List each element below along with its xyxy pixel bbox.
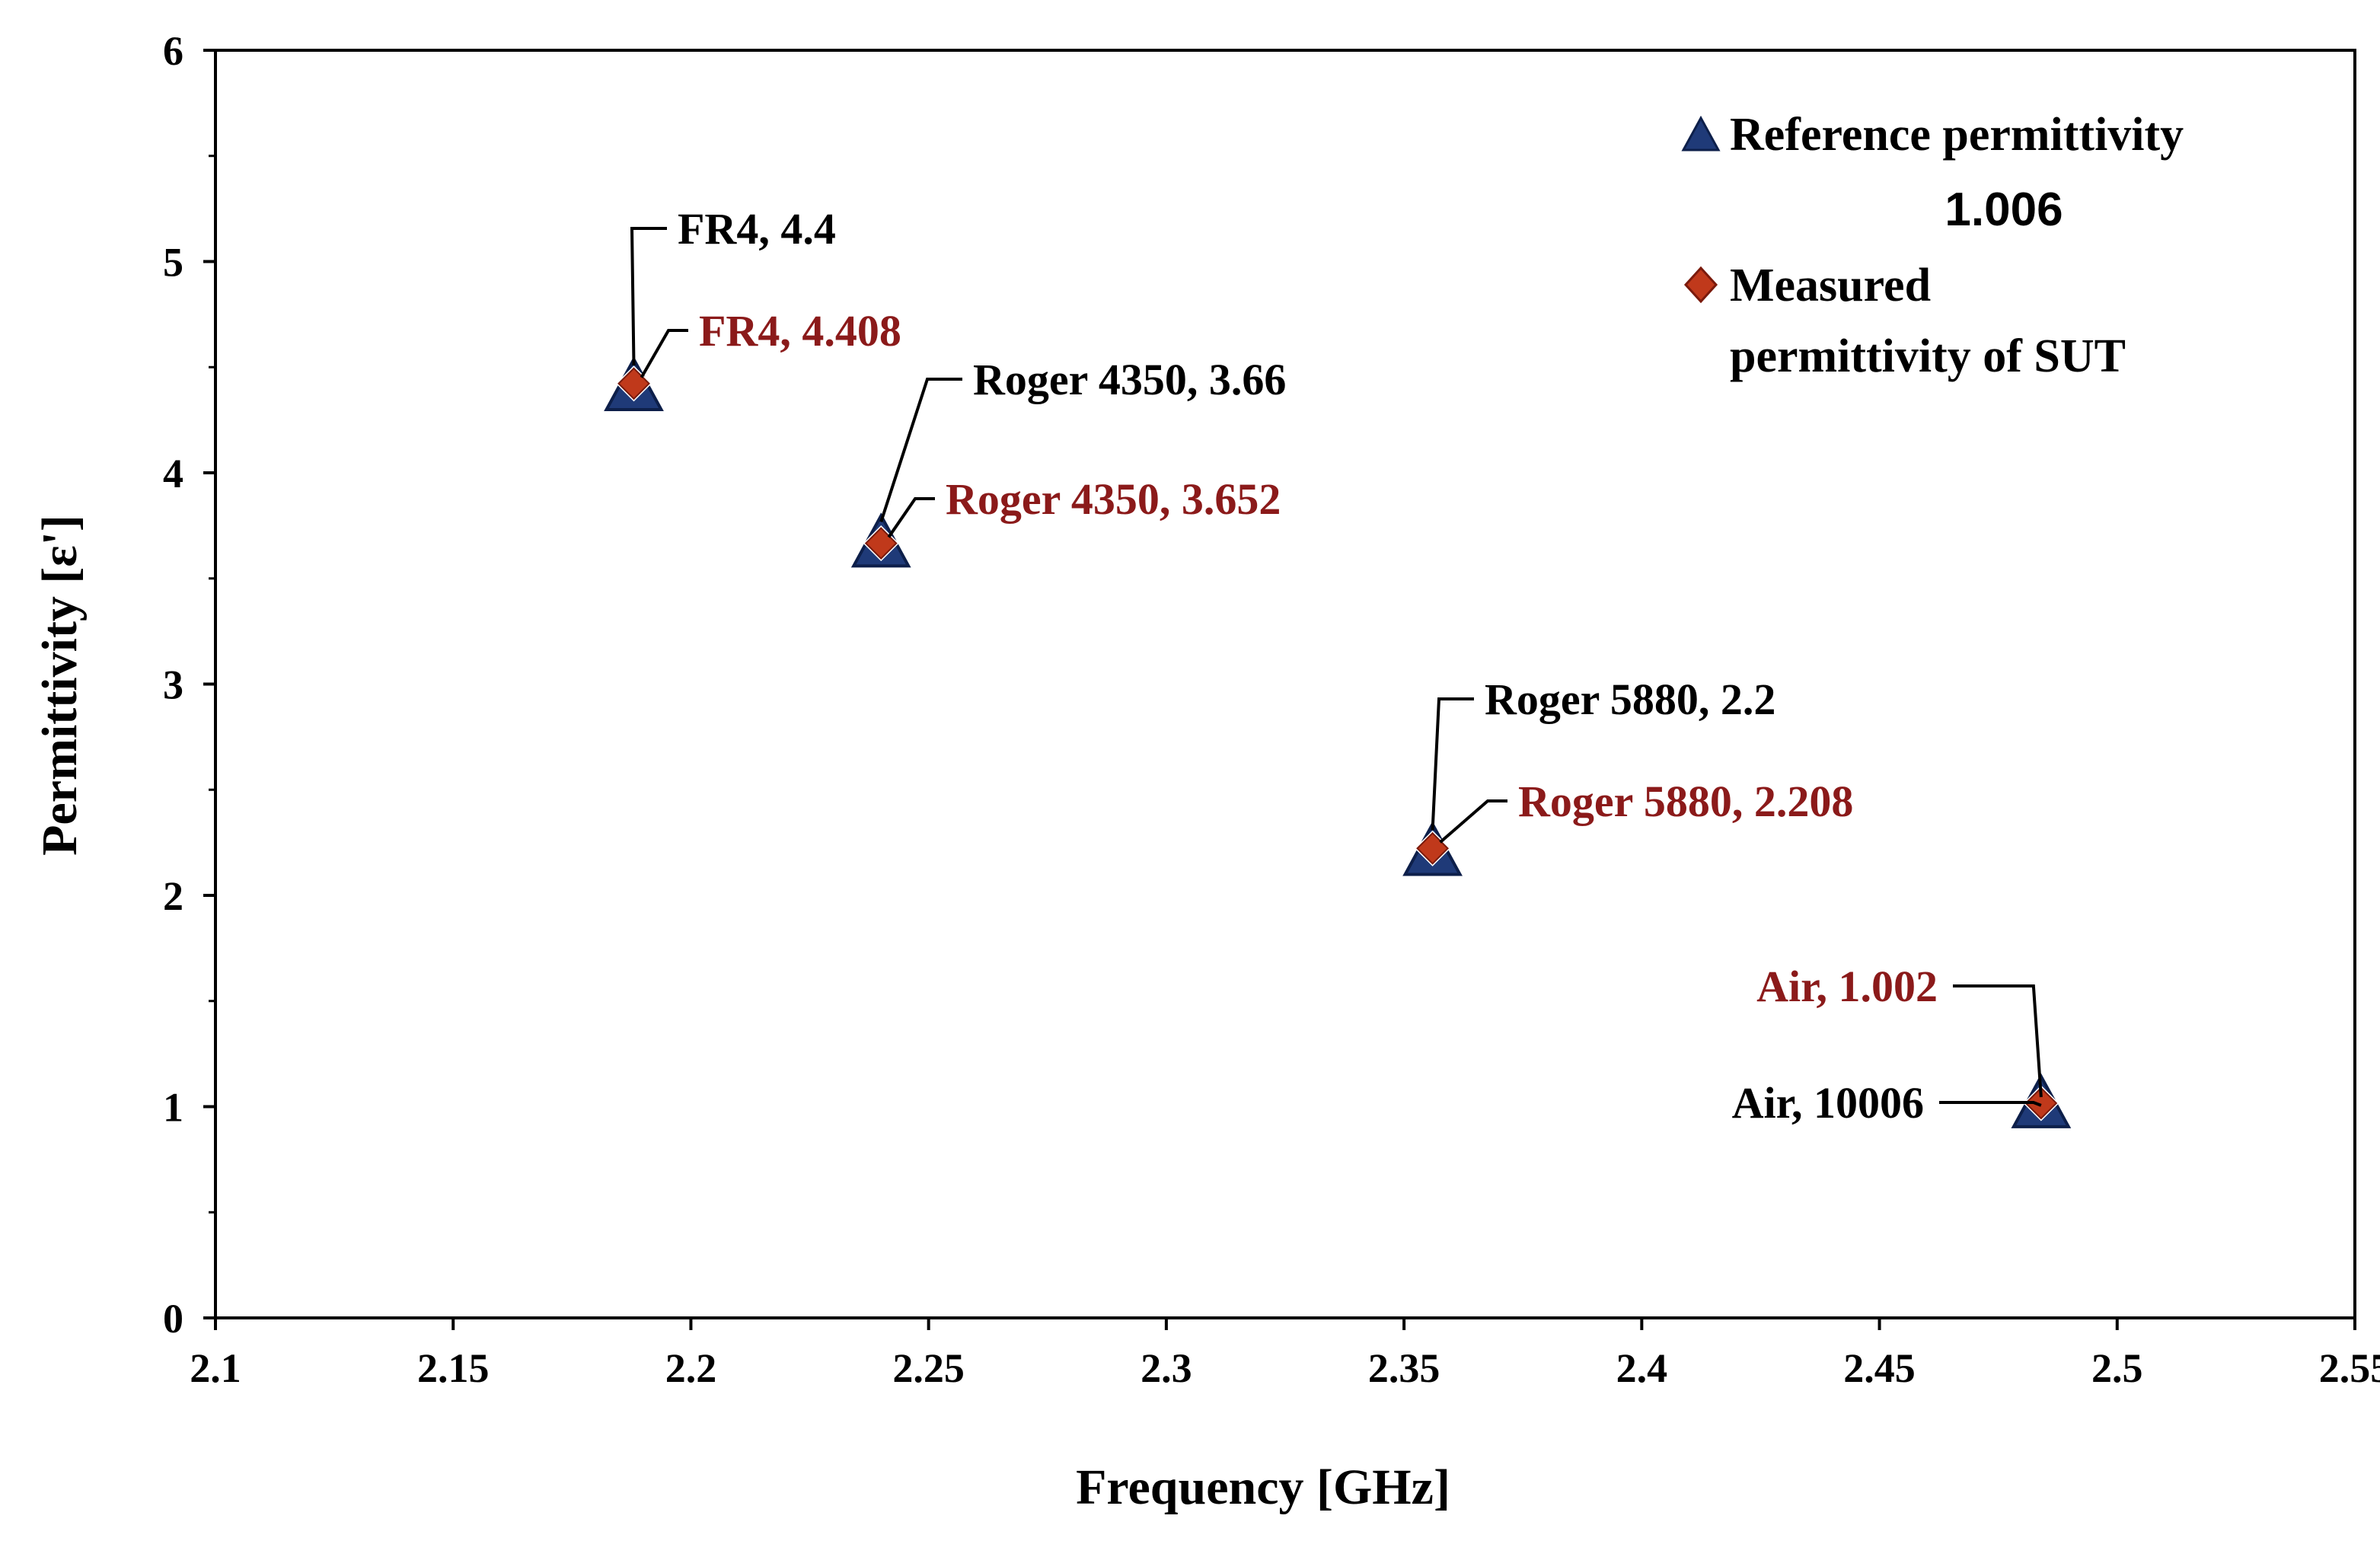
measured-leader-0	[640, 329, 688, 378]
x-axis-title: Frequency [GHz]	[1076, 1460, 1450, 1515]
reference-label-0: FR4, 4.4	[678, 204, 836, 254]
legend-reference-value: 1.006	[1945, 183, 2063, 236]
y-tick-label-2: 2	[163, 873, 183, 919]
legend-reference-label: Reference permittivity	[1730, 109, 2184, 161]
reference-label-3: Air, 10006	[1732, 1078, 1924, 1128]
measured-leader-3	[1953, 984, 2043, 1098]
x-tick-label-2: 2.2	[665, 1345, 717, 1391]
measured-label-0: FR4, 4.408	[699, 306, 901, 356]
y-axis-title: Permittivity [ε']	[32, 515, 88, 856]
measured-leader-2	[1439, 799, 1507, 844]
x-tick-label-1: 2.15	[417, 1345, 490, 1391]
axes-layer: 2.1 2.15 2.2 2.25 2.3 2.35 2.4 2.45 2.5 2.55 0 1 2 3 4…	[163, 28, 2380, 1391]
reference-leader-2	[1431, 697, 1474, 831]
x-tick-label-4: 2.3	[1141, 1345, 1192, 1391]
x-tick-label-8: 2.5	[2091, 1345, 2143, 1391]
y-tick-label-4: 4	[163, 451, 183, 496]
reference-label-1: Roger 4350, 3.66	[973, 355, 1286, 404]
x-tick-label-7: 2.45	[1843, 1345, 1916, 1391]
reference-leader-3	[1939, 1101, 2042, 1107]
reference-leader-1	[879, 378, 962, 522]
x-tick-label-3: 2.25	[892, 1345, 965, 1391]
legend-measured-label-line1: Measured	[1730, 260, 1931, 311]
y-tick-label-6: 6	[163, 28, 183, 74]
measured-point-edge-3	[2024, 1086, 2058, 1120]
x-tick-label-6: 2.4	[1616, 1345, 1668, 1391]
labels-layer: FR4, 4.4 Roger 4350, 3.66 Roger 5880, 2.2 A…	[630, 204, 2043, 1128]
reference-label-2: Roger 5880, 2.2	[1485, 675, 1775, 724]
marks-layer	[604, 356, 2072, 1128]
x-tick-label-5: 2.35	[1368, 1345, 1440, 1391]
measured-label-3: Air, 1.002	[1756, 962, 1938, 1011]
legend-measured-label-line2: permittivity of SUT	[1730, 330, 2126, 382]
x-tick-label-0: 2.1	[190, 1345, 241, 1391]
y-tick-label-1: 1	[163, 1085, 183, 1131]
reference-leader-0	[630, 227, 667, 366]
y-tick-label-0: 0	[163, 1296, 183, 1342]
legend: Reference permittivity 1.006 Measured pe…	[1681, 109, 2184, 382]
legend-diamond-marker	[1683, 266, 1718, 304]
measured-label-1: Roger 4350, 3.652	[946, 474, 1281, 524]
legend-triangle-marker	[1681, 115, 1721, 152]
measured-leader-1	[887, 497, 935, 538]
y-tick-label-5: 5	[163, 240, 183, 286]
measured-label-2: Roger 5880, 2.208	[1518, 777, 1853, 826]
x-tick-label-9: 2.55	[2319, 1345, 2380, 1391]
y-tick-label-3: 3	[163, 662, 183, 708]
